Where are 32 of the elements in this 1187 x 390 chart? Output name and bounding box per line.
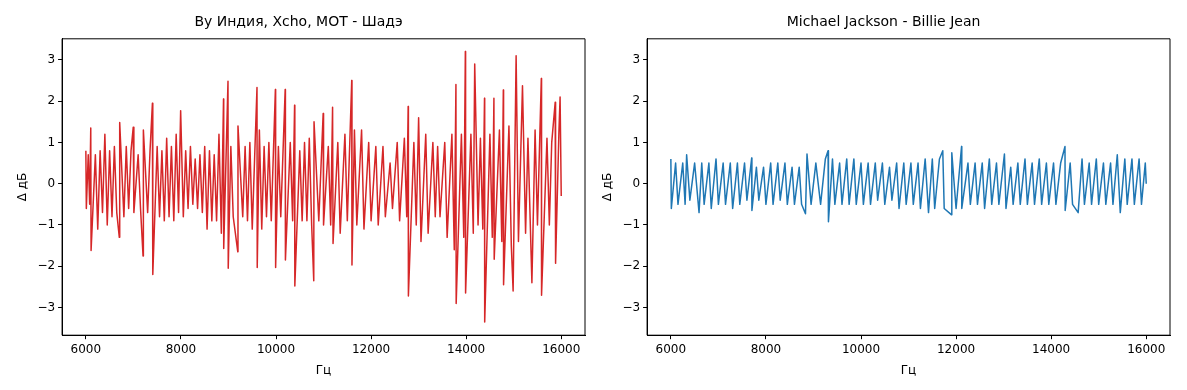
x-tick-label: 10000 xyxy=(256,341,296,356)
x-tick-label: 6000 xyxy=(655,341,687,356)
x-tick-label: 10000 xyxy=(841,341,881,356)
y-tick-label: 3 xyxy=(47,51,56,66)
y-axis-title: Δ дБ xyxy=(15,172,30,202)
y-tick-label: −1 xyxy=(622,217,641,232)
x-tick-label: 14000 xyxy=(1032,341,1071,356)
x-tick-label: 8000 xyxy=(750,341,782,356)
y-tick-label: −2 xyxy=(622,258,641,273)
x-axis-title: Гц xyxy=(900,362,917,377)
chart-title: Michael Jackson - Billie Jean xyxy=(786,13,981,30)
y-tick-label: 2 xyxy=(47,93,56,108)
y-tick-label: 0 xyxy=(632,175,641,190)
x-tick-label: 16000 xyxy=(1127,341,1166,356)
y-tick-label: −3 xyxy=(622,299,641,314)
y-tick-label: 0 xyxy=(47,175,56,190)
y-tick-label: 2 xyxy=(632,93,641,108)
y-tick-label: 3 xyxy=(632,51,641,66)
x-tick-label: 14000 xyxy=(447,341,486,356)
x-tick-label: 12000 xyxy=(936,341,976,356)
y-tick-label: −2 xyxy=(37,258,56,273)
x-tick-label: 12000 xyxy=(351,341,391,356)
y-tick-label: 1 xyxy=(632,134,641,149)
x-tick-label: 6000 xyxy=(70,341,102,356)
x-axis-title: Гц xyxy=(315,362,332,377)
y-axis-title: Δ дБ xyxy=(600,172,615,202)
y-tick-label: 1 xyxy=(47,134,56,149)
x-tick-label: 8000 xyxy=(165,341,197,356)
y-tick-label: −3 xyxy=(37,299,56,314)
chart-title: By Индия, Xcho, MOT - Шадэ xyxy=(194,13,403,30)
x-tick-label: 16000 xyxy=(542,341,581,356)
y-tick-label: −1 xyxy=(37,217,56,232)
